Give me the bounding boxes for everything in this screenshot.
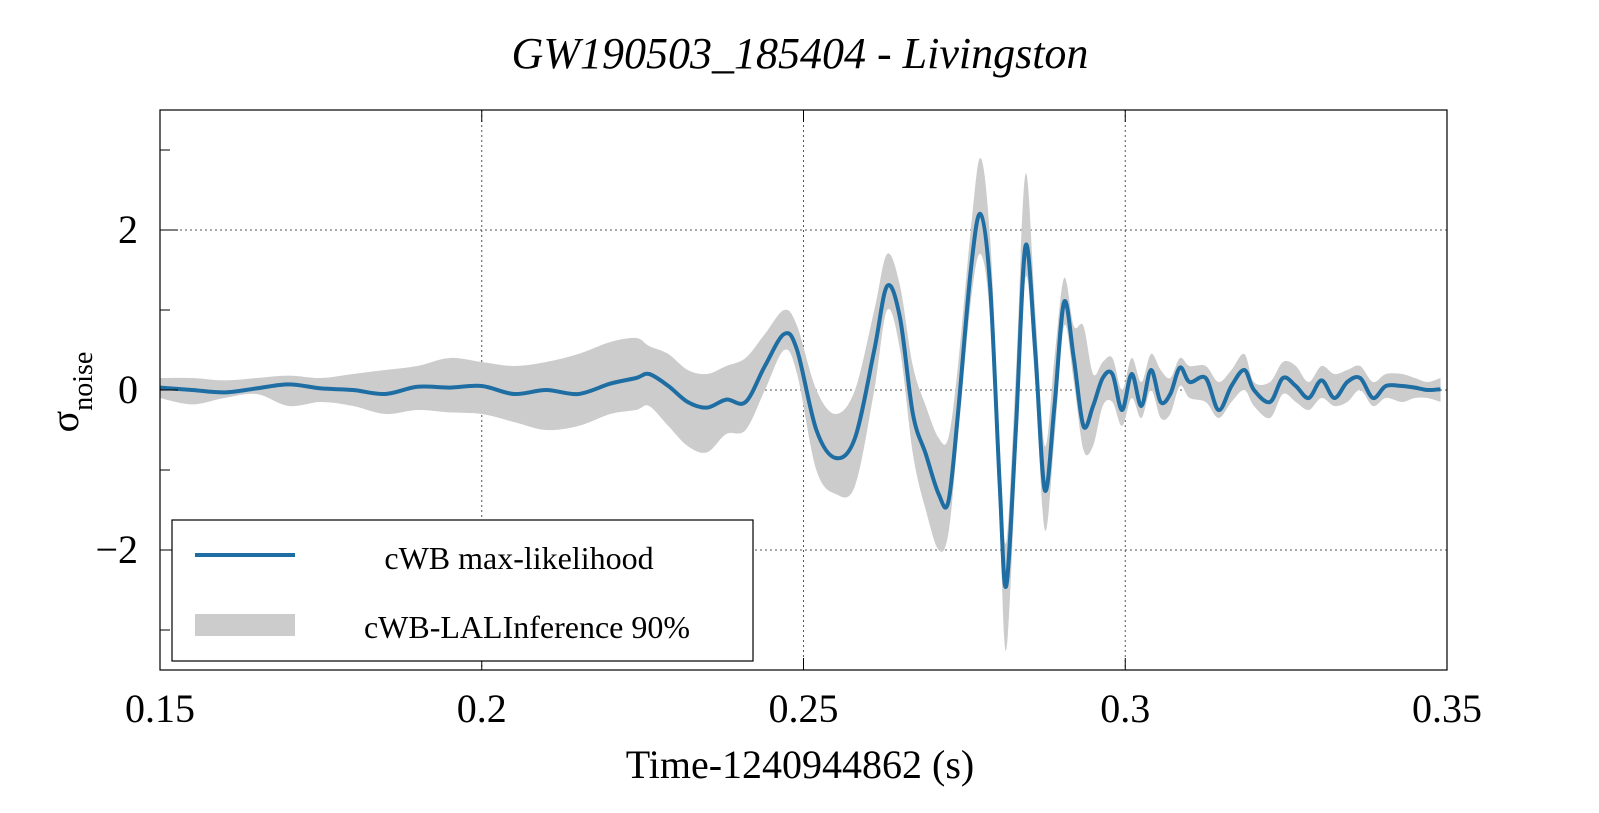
legend-label-band: cWB-LALInference 90% [364,609,690,645]
x-tick-label: 0.25 [769,686,839,731]
y-axis-label-main: σ [42,411,87,433]
line-layer [159,211,1441,589]
y-tick-label: 0 [118,367,138,412]
y-tick-label: −2 [95,527,138,572]
band-cwb-lalinference-90 [160,157,1441,651]
line-cwb-max-likelihood [159,211,1441,589]
band-layer [160,157,1441,651]
x-tick-label: 0.35 [1412,686,1482,731]
legend-band-swatch [195,614,295,636]
legend-label-line: cWB max-likelihood [384,540,653,576]
ticks [159,110,1448,670]
x-tick-label: 0.2 [457,686,507,731]
y-axis-label: σnoise [42,352,99,433]
x-tick-label: 0.15 [125,686,195,731]
x-tick-label: 0.3 [1100,686,1150,731]
legend: cWB max-likelihood cWB-LALInference 90% [171,519,754,662]
tick-labels: 0.15 0.2 0.25 0.3 0.35 −2 0 2 [95,207,1482,731]
y-axis-label-group: σnoise [42,352,99,433]
legend-box [171,519,754,662]
x-axis-label: Time-1240944862 (s) [626,742,975,787]
y-tick-label: 2 [118,207,138,252]
y-axis-label-sub: noise [68,352,99,411]
chart-title: GW190503_185404 - Livingston [512,29,1089,78]
